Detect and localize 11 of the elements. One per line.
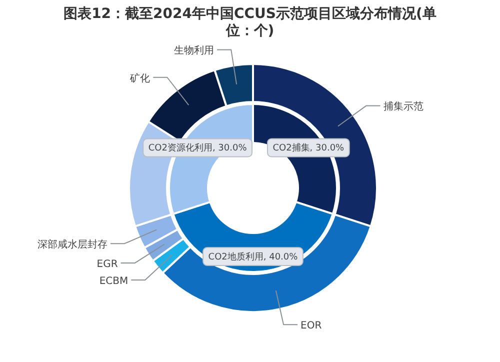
slice-label: 矿化 [129, 72, 150, 84]
slice-label: EOR [300, 320, 322, 332]
slice-label: EGR [96, 259, 118, 270]
slice-label: 生物利用 [174, 44, 214, 57]
slice-label: CO2资源化利用, 30.0% [148, 142, 248, 154]
slice-label: CO2地质利用, 40.0% [208, 252, 298, 262]
slice-label: 捕集示范 [383, 100, 424, 113]
chart-title: 图表12：截至2024年中国CCUS示范项目区域分布情况(单位：个) [62, 6, 438, 40]
slice-label: ECBM [99, 276, 128, 288]
slice-label: CO2捕集, 30.0% [272, 142, 345, 154]
slice-label: 深部咸水层封存 [38, 238, 108, 251]
